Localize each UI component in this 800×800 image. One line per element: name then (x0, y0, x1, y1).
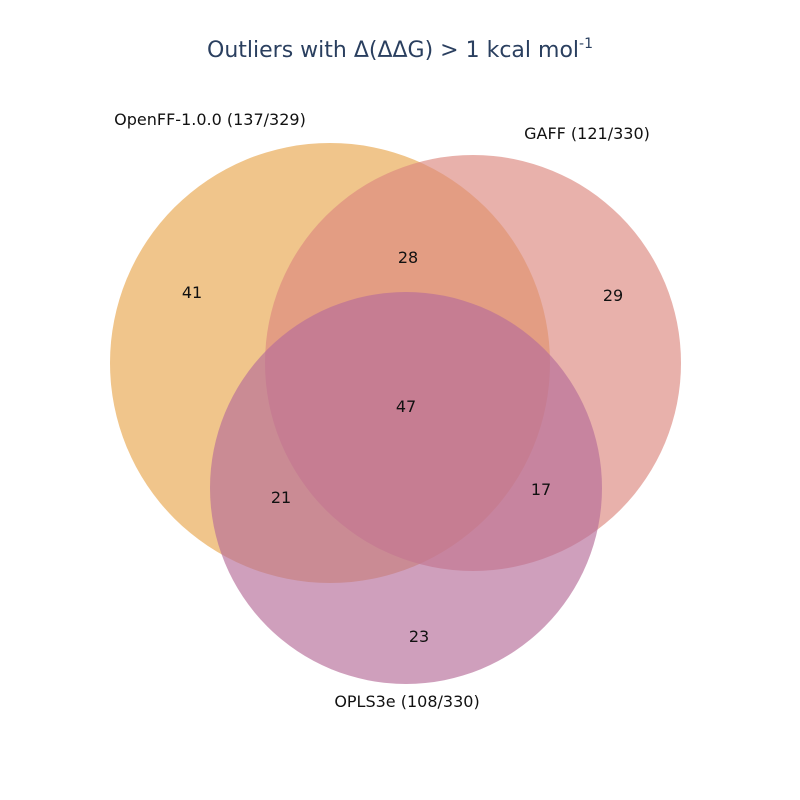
chart-title-superscript: -1 (579, 36, 593, 52)
openff-set-label: OpenFF-1.0.0 (137/329) (114, 110, 306, 129)
gaff-set-label: GAFF (121/330) (524, 124, 650, 143)
chart-title-main: Outliers with Δ(ΔΔG) > 1 kcal mol (207, 38, 579, 63)
openff-opls-count: 21 (271, 488, 291, 507)
opls-circle (210, 292, 602, 684)
chart-title: Outliers with Δ(ΔΔG) > 1 kcal mol-1 (207, 36, 593, 63)
openff-gaff-count: 28 (398, 248, 418, 267)
opls-only-count: 23 (409, 627, 429, 646)
openff-only-count: 41 (182, 283, 202, 302)
opls-set-label: OPLS3e (108/330) (334, 692, 479, 711)
gaff-only-count: 29 (603, 286, 623, 305)
gaff-opls-count: 17 (531, 480, 551, 499)
all-three-count: 47 (396, 397, 416, 416)
